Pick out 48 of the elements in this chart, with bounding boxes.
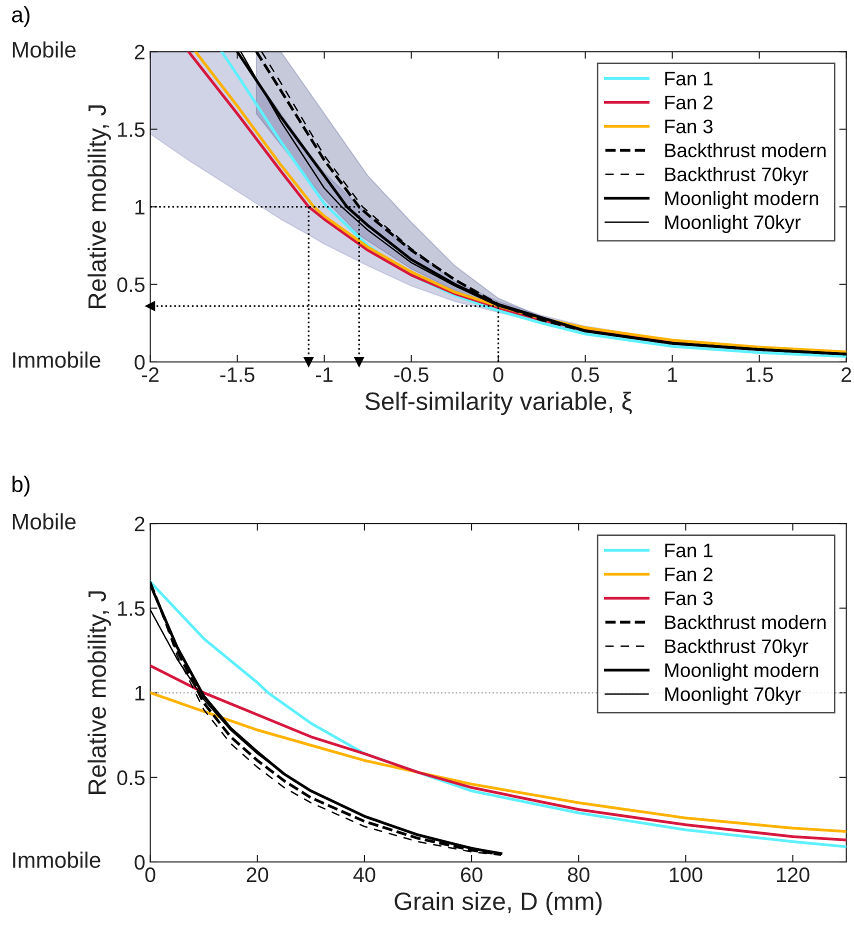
y-tick-label: 0.5 [117, 277, 145, 292]
x-axis-title: Grain size, D (mm) [394, 892, 602, 916]
legend-label: Fan 1 [665, 72, 712, 86]
text: Immobile [13, 352, 100, 368]
text: b) [12, 476, 30, 496]
x-tick-label: 60 [461, 867, 482, 882]
x-tick-label: 0 [493, 367, 504, 382]
legend-label: Fan 3 [665, 591, 713, 606]
text: Immobile [13, 852, 100, 868]
x-tick-label: 1 [668, 368, 678, 382]
x-tick-label: 20 [246, 867, 268, 882]
x-tick-label: 40 [353, 867, 376, 882]
y-tick-label: 0 [134, 854, 145, 870]
x-axis-title: Self-similarity variable, ξ [365, 392, 632, 416]
y-tick-label: 2 [134, 516, 144, 532]
y-tick-label: 1 [135, 686, 144, 700]
x-tick-label: 80 [568, 867, 590, 882]
x-tick-label: -0.5 [394, 367, 428, 382]
y-tick-label: 1 [135, 200, 144, 214]
x-tick-label: 0 [145, 867, 156, 882]
text: Mobile [12, 41, 76, 58]
y-tick-label: 0.5 [117, 770, 145, 786]
y-tick-label: 1.5 [118, 122, 145, 138]
legend-label: Moonlight modern [665, 662, 818, 681]
y-axis-title: Relative mobility, J [88, 591, 111, 794]
y-tick-label: 2 [134, 44, 144, 60]
x-tick-label: 0.5 [572, 367, 599, 382]
legend-label: Fan 3 [665, 120, 713, 134]
legend-label: Backthrust 70kyr [665, 638, 808, 657]
x-tick-label: 1.5 [746, 368, 773, 382]
legend-label: Backthrust 70kyr [665, 166, 808, 186]
text: a) [12, 6, 30, 27]
legend-label: Moonlight 70kyr [665, 214, 801, 234]
x-tick-label: 2 [842, 367, 852, 382]
legend-label: Fan 1 [665, 544, 712, 558]
y-axis-title: Relative mobility, J [88, 105, 111, 308]
x-tick-label: -1 [316, 368, 333, 382]
text: Mobile [12, 513, 76, 530]
x-tick-label: -1.5 [220, 368, 254, 382]
legend-label: Backthrust modern [665, 143, 826, 158]
x-tick-label: 100 [670, 867, 702, 882]
x-tick-label: 120 [776, 867, 810, 882]
legend-label: Moonlight modern [665, 190, 818, 210]
legend-label: Fan 2 [665, 96, 712, 110]
legend-label: Backthrust modern [665, 614, 826, 630]
y-tick-label: 1.5 [118, 601, 145, 616]
legend-label: Moonlight 70kyr [665, 686, 801, 705]
legend-label: Fan 2 [665, 567, 712, 582]
